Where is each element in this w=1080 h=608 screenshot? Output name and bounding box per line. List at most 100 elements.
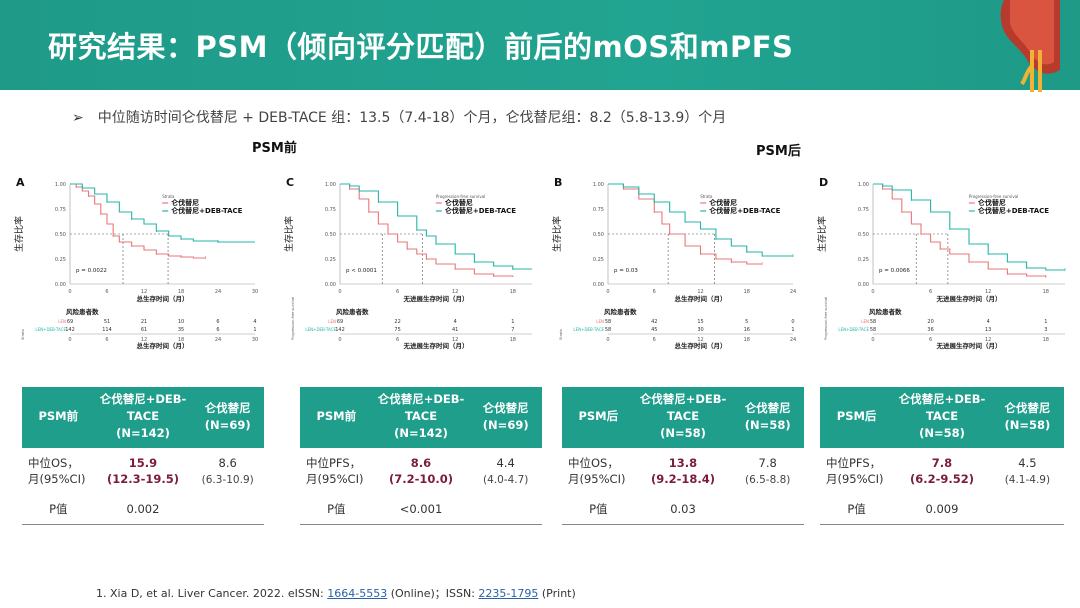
y-tick-label: 0.25: [55, 257, 66, 263]
header-combo-line1: 仑伐替尼+DEB-: [898, 392, 986, 406]
header-len-n: (N=69): [204, 417, 251, 432]
risk-x-tick: 12: [697, 337, 703, 343]
panel-letter: D: [819, 176, 828, 189]
header-len-line1: 仑伐替尼: [744, 400, 791, 415]
risk-table-title: 风险患者数: [869, 307, 902, 316]
risk-x-tick: 24: [215, 337, 221, 343]
km-curve-len-deb-tace: [70, 183, 255, 243]
risk-x-tick: 12: [985, 337, 991, 343]
p-value: 0.03: [670, 502, 696, 516]
risk-row-label: LEN: [58, 319, 66, 324]
results-table-2: PSM前 仑伐替尼+DEB- TACE (N=142) 仑伐替尼 (N=69) 中位PFS，…: [300, 387, 542, 525]
risk-x-tick: 12: [452, 337, 458, 343]
risk-x-tick: 12: [141, 337, 147, 343]
risk-count: 142: [65, 327, 75, 333]
header-period: PSM前: [38, 409, 79, 423]
risk-count: 4: [253, 319, 256, 325]
risk-strata-label: Progression-free survival: [291, 297, 295, 340]
header-len-n: (N=58): [744, 417, 791, 432]
risk-row-label: LEN+DEB-TACE: [838, 327, 869, 332]
y-axis-label: 生存比率: [13, 216, 25, 252]
km-curve-len-deb-tace: [340, 183, 532, 270]
row-label-line1: 中位PFS，: [306, 456, 362, 470]
risk-count: 7: [511, 327, 514, 333]
follow-up-text: 中位随访时间仑伐替尼 + DEB-TACE 组：13.5（7.4-18）个月，仑…: [97, 110, 727, 126]
y-tick-label: 0.00: [55, 282, 66, 288]
x-tick-label: 0: [68, 289, 71, 295]
panel-letter: A: [16, 176, 25, 189]
row-label-line2: 月(95%CI): [568, 472, 626, 486]
y-axis-label: 生存比率: [816, 216, 828, 252]
risk-table-title: 风险患者数: [604, 307, 637, 316]
p-value-row-label: P值: [327, 502, 346, 516]
risk-count: 16: [744, 327, 750, 333]
x-tick-label: 6: [105, 289, 108, 295]
eissn-link[interactable]: 1664-5553: [327, 587, 388, 600]
footnote-suffix: (Print): [538, 587, 576, 600]
x-axis-label: 总生存时间（月）: [137, 294, 189, 303]
header-combo-line1: 仑伐替尼+DEB-: [99, 392, 187, 406]
combo-ci: (12.3-19.5): [106, 472, 180, 486]
risk-count: 6: [216, 327, 219, 333]
risk-count: 58: [605, 319, 611, 325]
risk-x-tick: 18: [744, 337, 750, 343]
y-tick-label: 0.25: [593, 257, 604, 263]
risk-x-tick: 18: [178, 337, 184, 343]
len-ci: (4.0-4.7): [483, 473, 529, 486]
risk-x-tick: 0: [871, 337, 874, 343]
risk-count: 4: [454, 319, 457, 325]
header-combo-line2: TACE: [925, 409, 959, 423]
header-combo-n: (N=58): [660, 426, 706, 440]
len-ci: (4.1-4.9): [1004, 473, 1051, 486]
y-tick-label: 0.75: [55, 207, 66, 213]
x-axis-label: 无进展生存时间（月）: [936, 294, 1002, 303]
risk-count: 36: [927, 327, 933, 333]
km-panel-c: C 生存比率 1.00 0.75 0.50 0.25 0.00 0 6 12 18 Progressi…: [282, 172, 544, 366]
header-combo-line2: TACE: [126, 409, 160, 423]
issn-link[interactable]: 2235-1795: [478, 587, 539, 600]
combo-ci: (7.2-10.0): [388, 472, 453, 486]
x-tick-label: 12: [697, 289, 703, 295]
risk-count: 1: [791, 327, 794, 333]
combo-ci: (9.2-18.4): [650, 472, 715, 486]
header-combo-n: (N=58): [919, 426, 965, 440]
period-before-label: PSM前: [252, 141, 297, 156]
risk-strata-label: Progression-free survival: [824, 297, 828, 340]
risk-count: 58: [870, 319, 876, 325]
row-label-line1: 中位PFS，: [826, 456, 882, 470]
footnote-middle: (Online)；ISSN:: [387, 587, 479, 600]
legend-label: 仑伐替尼+DEB-TACE: [709, 206, 780, 215]
header-combo-line2: TACE: [404, 409, 438, 423]
y-tick-label: 0.75: [325, 207, 336, 213]
km-curve-len: [873, 183, 1047, 277]
risk-count: 13: [985, 327, 991, 333]
y-tick-label: 0.50: [325, 232, 336, 238]
risk-count: 5: [745, 319, 748, 325]
legend-title: Progression-free survival: [969, 194, 1018, 199]
risk-x-axis-label: 总生存时间（月）: [675, 341, 727, 350]
row-label-line2: 月(95%CI): [826, 472, 884, 486]
header-len-n: (N=69): [482, 417, 529, 432]
header-len-line1: 仑伐替尼: [1004, 400, 1051, 415]
p-value: <0.001: [399, 502, 443, 516]
risk-x-axis-label: 无进展生存时间（月）: [403, 341, 469, 350]
km-curve-len: [70, 183, 206, 259]
x-tick-label: 18: [510, 289, 516, 295]
risk-x-tick: 0: [606, 337, 609, 343]
p-value: 0.002: [126, 502, 160, 516]
y-tick-label: 0.75: [593, 207, 604, 213]
risk-count: 1: [511, 319, 514, 325]
risk-count: 69: [67, 319, 73, 325]
y-tick-label: 0.25: [325, 257, 336, 263]
header-len-line1: 仑伐替尼: [204, 400, 251, 415]
km-panel-b: B 生存比率 1.00 0.75 0.50 0.25 0.00 0 6 12 18 24 Strata 仑…: [550, 172, 805, 366]
p-value-label: p = 0.03: [614, 268, 638, 274]
combo-median: 13.8: [668, 456, 698, 470]
risk-row-label: LEN: [861, 319, 869, 324]
risk-count: 3: [1044, 327, 1047, 333]
risk-x-tick: 18: [1043, 337, 1049, 343]
km-curve-len: [608, 183, 763, 265]
y-tick-label: 0.00: [858, 282, 869, 288]
